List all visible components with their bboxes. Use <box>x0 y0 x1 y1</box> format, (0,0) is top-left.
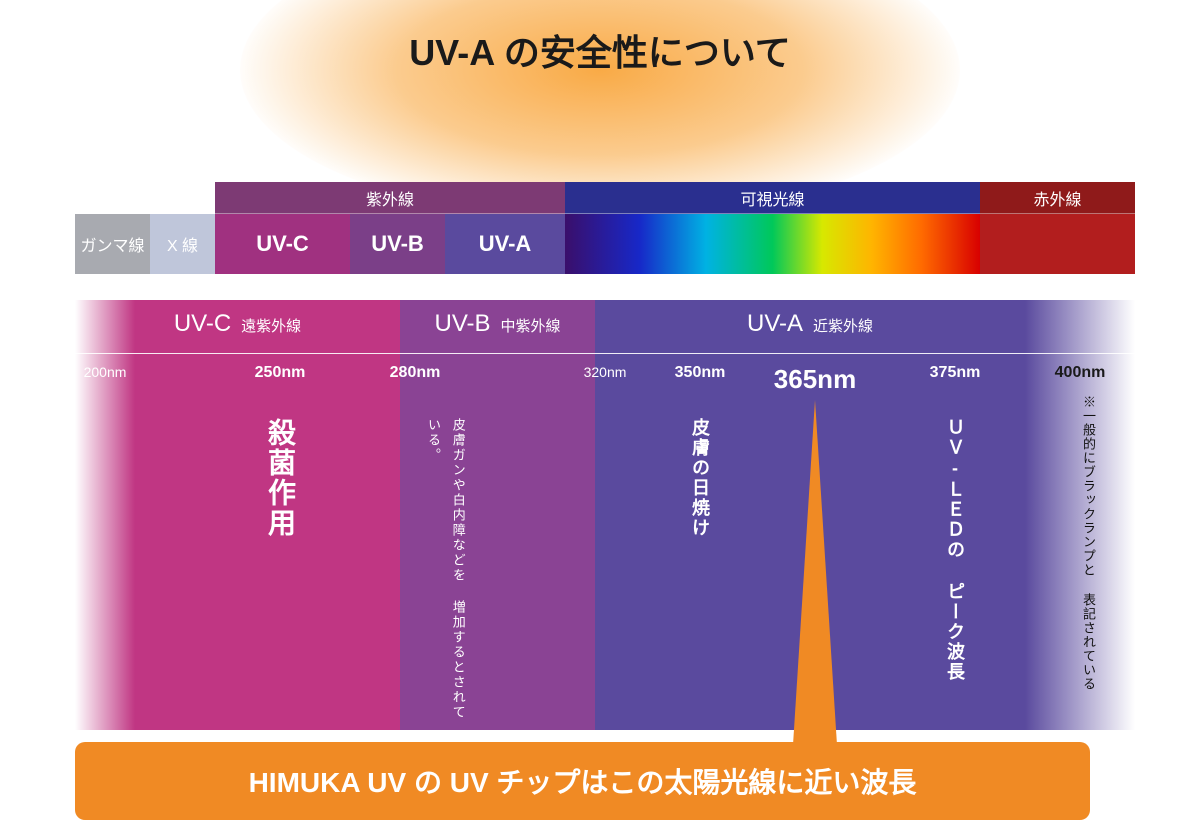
nm-mark: 250nm <box>255 364 306 382</box>
vertical-labels: 殺菌作用 皮膚ガンや白内障などを 増加するとされている。 皮膚の日焼け ＵＶ‐ＬＥＤの… <box>75 400 1135 730</box>
spectrum-cells: ガンマ線X 線UV-CUV-BUV-A <box>75 214 1135 274</box>
callout-pointer <box>793 400 837 745</box>
detail-header: UV-B中紫外線 <box>400 310 595 353</box>
spectrum-cell: UV-C <box>215 214 350 274</box>
spectrum-header: 紫外線 <box>215 182 565 214</box>
nm-mark: 365nm <box>774 364 856 395</box>
nm-mark: 320nm <box>584 364 627 380</box>
detail-header: UV-C遠紫外線 <box>75 310 400 353</box>
nm-mark: 280nm <box>390 364 441 382</box>
nm-mark: 350nm <box>675 364 726 382</box>
vertical-label: 皮膚ガンや白内障などを 増加するとされている。 <box>420 418 469 730</box>
callout-bar: HIMUKA UV の UV チップはこの太陽光線に近い波長 <box>75 742 1090 820</box>
nm-mark: 375nm <box>930 364 981 382</box>
spectrum-header: 可視光線 <box>565 182 980 214</box>
vertical-label: 殺菌作用 <box>260 418 300 538</box>
title-area: UV-A の安全性について <box>0 0 1200 170</box>
wavelength-marks: 200nm 250nm 280nm 320nm 350nm 365nm 375nm 400nm <box>75 364 1135 394</box>
page-title: UV-A の安全性について <box>409 24 791 76</box>
callout-text: HIMUKA UV の UV チップはこの太陽光線に近い波長 <box>249 761 917 801</box>
spectrum-bar: 紫外線可視光線赤外線 ガンマ線X 線UV-CUV-BUV-A <box>75 182 1135 274</box>
spectrum-headers: 紫外線可視光線赤外線 <box>75 182 1135 214</box>
spectrum-cell: UV-B <box>350 214 445 274</box>
detail-headers: UV-C遠紫外線UV-B中紫外線UV-A近紫外線 <box>75 310 1135 354</box>
nm-mark: 400nm <box>1055 364 1106 382</box>
spectrum-cell: X 線 <box>150 214 215 274</box>
vertical-label: ＵＶ‐ＬＥＤの ピーク波長 <box>942 418 968 682</box>
detail-header: UV-A近紫外線 <box>595 310 1025 353</box>
spectrum-cell <box>565 214 980 274</box>
spectrum-cell <box>980 214 1135 274</box>
uv-detail: UV-C遠紫外線UV-B中紫外線UV-A近紫外線 200nm 250nm 280nm… <box>75 300 1135 730</box>
spectrum-cell: UV-A <box>445 214 565 274</box>
spectrum-cell: ガンマ線 <box>75 214 150 274</box>
nm-mark: 200nm <box>84 364 127 380</box>
vertical-label: 皮膚の日焼け <box>687 418 713 538</box>
spectrum-header: 赤外線 <box>980 182 1135 214</box>
blacklight-note: ※一般的にブラックランプと 表記されている <box>1075 395 1101 691</box>
